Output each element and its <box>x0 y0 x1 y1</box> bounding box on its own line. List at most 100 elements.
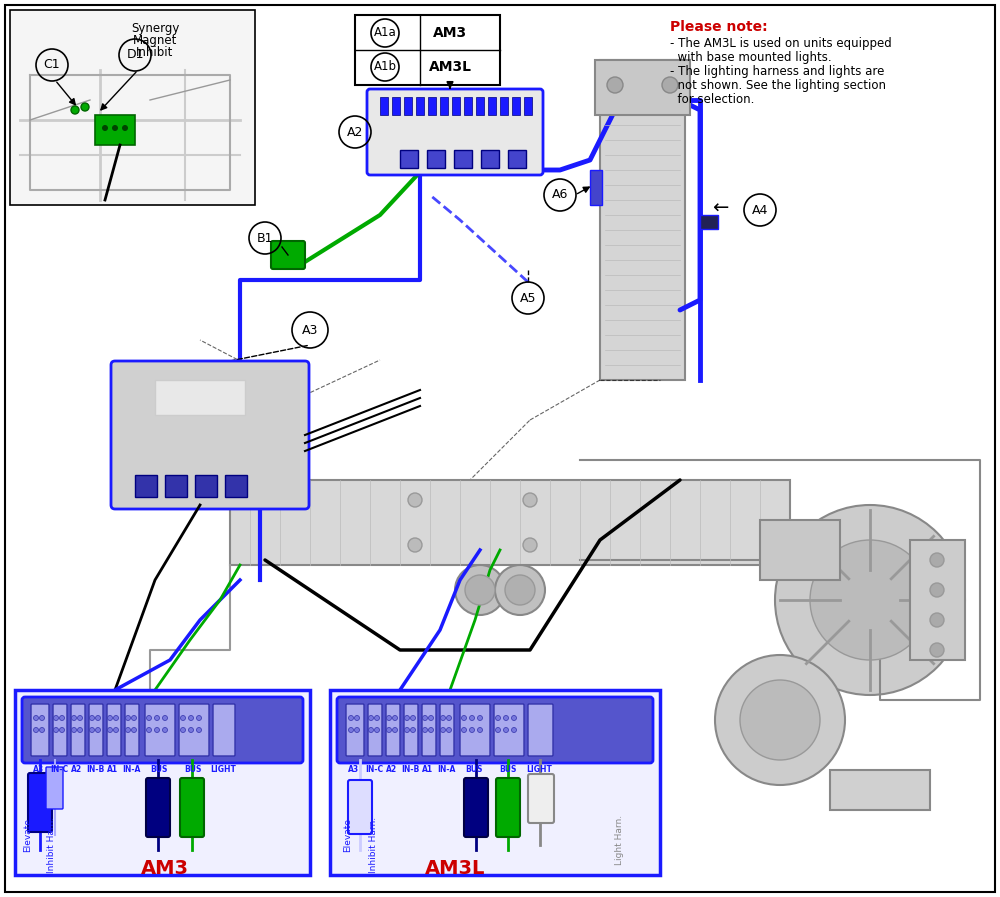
Circle shape <box>188 716 194 720</box>
Bar <box>440 97 448 115</box>
Circle shape <box>71 106 79 114</box>
FancyBboxPatch shape <box>496 778 520 837</box>
Text: IN-A: IN-A <box>122 765 140 774</box>
Circle shape <box>196 716 202 720</box>
Circle shape <box>162 727 168 733</box>
Text: A4: A4 <box>752 204 768 216</box>
FancyBboxPatch shape <box>464 778 488 837</box>
Circle shape <box>404 716 410 720</box>
Text: for selection.: for selection. <box>670 93 754 106</box>
Text: Magnet: Magnet <box>133 34 177 47</box>
Circle shape <box>408 538 422 552</box>
FancyBboxPatch shape <box>367 89 543 175</box>
Text: AM3L: AM3L <box>428 60 472 74</box>
FancyBboxPatch shape <box>440 704 454 756</box>
Text: BUS: BUS <box>184 765 202 774</box>
Bar <box>508 150 526 168</box>
Bar <box>488 97 496 115</box>
Circle shape <box>349 716 354 720</box>
Text: Light Harn.: Light Harn. <box>616 815 624 865</box>
Circle shape <box>930 613 944 627</box>
Bar <box>830 770 930 810</box>
Text: B1: B1 <box>257 231 273 245</box>
Circle shape <box>440 716 446 720</box>
Circle shape <box>374 727 380 733</box>
Text: with base mounted lights.: with base mounted lights. <box>670 51 832 64</box>
FancyBboxPatch shape <box>28 773 52 832</box>
Text: BUS: BUS <box>499 765 517 774</box>
FancyBboxPatch shape <box>53 704 67 756</box>
Text: IN-B: IN-B <box>401 765 419 774</box>
Bar <box>230 480 790 565</box>
Circle shape <box>78 727 82 733</box>
FancyBboxPatch shape <box>107 704 121 756</box>
Bar <box>500 97 508 115</box>
Bar <box>481 150 499 168</box>
Text: AM3: AM3 <box>433 26 467 40</box>
FancyBboxPatch shape <box>346 704 364 756</box>
Circle shape <box>715 655 845 785</box>
Circle shape <box>428 727 434 733</box>
Text: A3: A3 <box>348 765 360 774</box>
Bar <box>452 97 460 115</box>
Circle shape <box>523 538 537 552</box>
Circle shape <box>392 727 398 733</box>
FancyBboxPatch shape <box>404 704 418 756</box>
Circle shape <box>408 493 422 507</box>
Circle shape <box>146 727 152 733</box>
Circle shape <box>60 716 64 720</box>
Circle shape <box>126 727 130 733</box>
Text: LIGHT: LIGHT <box>527 765 552 774</box>
Circle shape <box>40 727 44 733</box>
Circle shape <box>146 716 152 720</box>
Bar <box>760 520 840 580</box>
Circle shape <box>404 727 410 733</box>
FancyBboxPatch shape <box>145 704 175 756</box>
Text: Please note:: Please note: <box>670 20 768 34</box>
Circle shape <box>930 583 944 597</box>
Bar <box>10 10 255 205</box>
Circle shape <box>154 727 160 733</box>
Circle shape <box>54 727 58 733</box>
Bar <box>380 97 388 115</box>
Bar <box>225 475 247 497</box>
Circle shape <box>374 716 380 720</box>
Circle shape <box>354 727 360 733</box>
Text: AM3L: AM3L <box>425 858 485 877</box>
Bar <box>15 690 310 875</box>
FancyBboxPatch shape <box>111 361 309 509</box>
Circle shape <box>440 727 446 733</box>
Circle shape <box>422 727 428 733</box>
Bar <box>427 150 445 168</box>
Bar <box>512 97 520 115</box>
Circle shape <box>446 727 452 733</box>
Text: LIGHT: LIGHT <box>210 765 236 774</box>
Circle shape <box>60 727 64 733</box>
Bar <box>195 475 217 497</box>
Circle shape <box>122 125 128 131</box>
Circle shape <box>662 77 678 93</box>
Circle shape <box>512 716 516 720</box>
Circle shape <box>462 716 466 720</box>
Text: Inhibit Harn.: Inhibit Harn. <box>48 817 56 873</box>
Circle shape <box>392 716 398 720</box>
Circle shape <box>72 727 76 733</box>
Circle shape <box>162 716 168 720</box>
Bar <box>392 97 400 115</box>
Text: ←: ← <box>712 198 728 217</box>
Bar <box>428 97 436 115</box>
Circle shape <box>90 727 94 733</box>
Bar <box>165 475 187 497</box>
FancyBboxPatch shape <box>31 704 49 756</box>
Text: A1: A1 <box>107 765 119 774</box>
Circle shape <box>446 716 452 720</box>
FancyBboxPatch shape <box>125 704 139 756</box>
Bar <box>330 690 660 875</box>
Text: Elevate: Elevate <box>24 818 32 852</box>
Circle shape <box>422 716 428 720</box>
FancyBboxPatch shape <box>22 697 303 763</box>
Text: not shown. See the lighting section: not shown. See the lighting section <box>670 79 886 92</box>
Bar <box>524 97 532 115</box>
FancyBboxPatch shape <box>213 704 235 756</box>
Text: A6: A6 <box>552 188 568 202</box>
